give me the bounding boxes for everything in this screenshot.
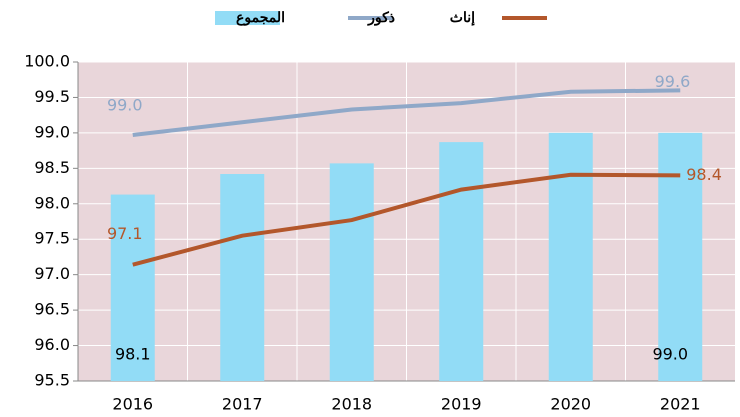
x-tick-label: 2020 <box>550 395 591 414</box>
line-series <box>132 88 681 138</box>
bar <box>329 163 374 381</box>
x-tick-label: 2017 <box>222 395 263 414</box>
y-tick-label: 99.0 <box>34 122 70 141</box>
y-tick-label: 100.0 <box>24 52 70 71</box>
bar-value-label: 98.1 <box>115 345 151 364</box>
y-tick-label: 96.5 <box>34 300 70 319</box>
line-value-label: 98.4 <box>686 165 722 184</box>
bar <box>548 132 593 381</box>
x-tick-label: 2016 <box>112 395 153 414</box>
line-series <box>132 172 681 267</box>
y-tick-label: 95.5 <box>34 371 70 390</box>
line-value-label: 97.1 <box>107 224 143 243</box>
x-tick-label: 2021 <box>660 395 701 414</box>
bar <box>439 142 484 381</box>
line-value-label: 99.6 <box>655 72 691 91</box>
line-value-label: 99.0 <box>107 96 143 115</box>
y-tick-label: 99.5 <box>34 87 70 106</box>
x-tick-label: 2018 <box>331 395 372 414</box>
bar <box>110 194 155 381</box>
bar-value-label: 99.0 <box>652 345 688 364</box>
y-tick-label: 96.0 <box>34 335 70 354</box>
x-tick-label: 2019 <box>441 395 482 414</box>
legend-swatch <box>215 11 280 25</box>
legend-label: ذكور <box>367 10 395 26</box>
y-tick-label: 97.0 <box>34 264 70 283</box>
bar <box>220 174 265 381</box>
y-tick-label: 98.0 <box>34 193 70 212</box>
legend-label: إناث <box>450 10 475 27</box>
y-tick-label: 97.5 <box>34 229 70 248</box>
y-tick-label: 98.5 <box>34 158 70 177</box>
legend-label: المجموع <box>236 10 285 26</box>
